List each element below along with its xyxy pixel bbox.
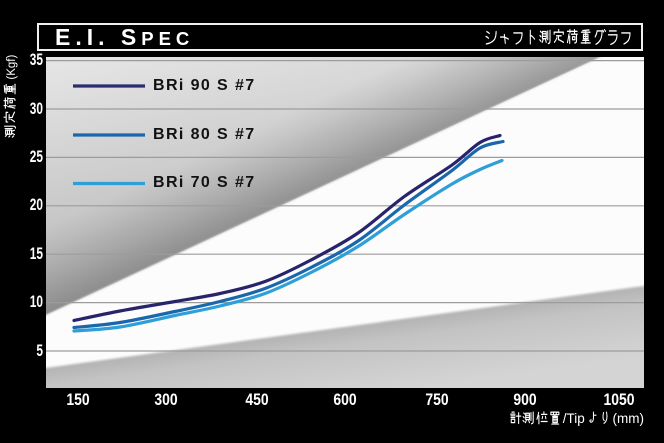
svg-text:/Tip: /Tip [563,411,585,426]
svg-text:(Kgf): (Kgf) [6,55,18,80]
svg-text:(mm): (mm) [613,411,644,426]
